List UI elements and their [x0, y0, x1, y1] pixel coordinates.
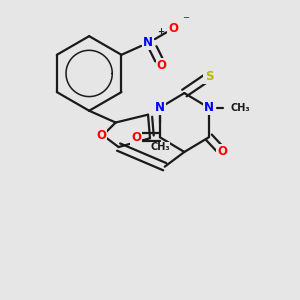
Text: O: O — [218, 146, 228, 158]
Text: O: O — [169, 22, 178, 35]
Text: S: S — [205, 70, 213, 83]
Text: O: O — [131, 131, 141, 144]
Text: N: N — [204, 101, 214, 114]
Text: CH₃: CH₃ — [150, 142, 170, 152]
Text: N: N — [143, 35, 153, 49]
Text: O: O — [157, 59, 167, 72]
Text: O: O — [96, 129, 106, 142]
Text: N: N — [155, 101, 165, 114]
Text: −: − — [182, 14, 189, 22]
Text: CH₃: CH₃ — [230, 103, 250, 113]
Text: +: + — [157, 27, 164, 36]
